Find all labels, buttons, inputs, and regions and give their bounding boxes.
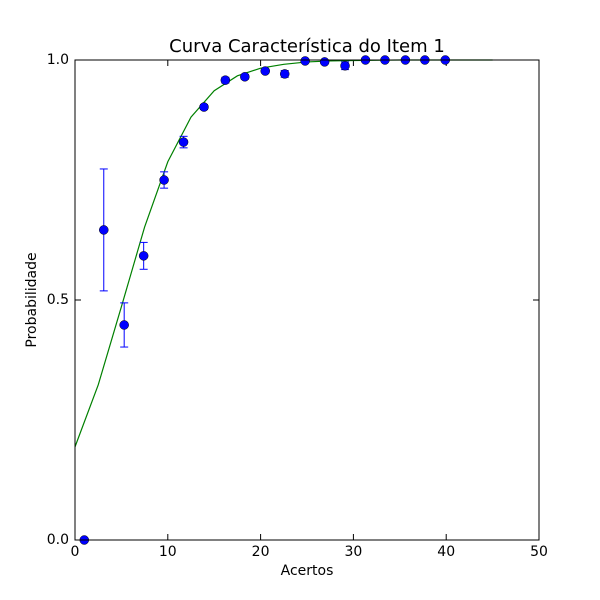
data-point	[319, 57, 330, 67]
y-tick-label: 0.5	[47, 292, 69, 308]
x-tick-label: 10	[159, 544, 177, 560]
x-tick-label: 20	[252, 544, 270, 560]
data-point	[138, 251, 149, 261]
data-point	[340, 61, 350, 71]
x-tick-label: 40	[437, 544, 455, 560]
x-tick-label: 0	[71, 544, 80, 560]
data-point	[220, 75, 231, 85]
data-point	[279, 69, 290, 79]
x-tick-label: 30	[344, 544, 362, 560]
y-tick-label: 0.0	[47, 532, 69, 548]
x-tick-label: 50	[530, 544, 548, 560]
chart-title: Curva Característica do Item 1	[169, 36, 445, 57]
y-axis-label: Probabilidade	[24, 252, 40, 347]
data-point	[119, 320, 129, 330]
data-point	[159, 175, 169, 185]
data-point	[199, 102, 209, 112]
data-point	[300, 56, 310, 66]
plot-frame	[74, 59, 540, 541]
x-axis-label: Acertos	[281, 563, 334, 579]
data-point	[260, 66, 270, 76]
y-tick-label: 1.0	[47, 52, 69, 68]
data-point	[240, 72, 250, 82]
data-point	[178, 137, 189, 147]
data-point	[99, 225, 109, 235]
